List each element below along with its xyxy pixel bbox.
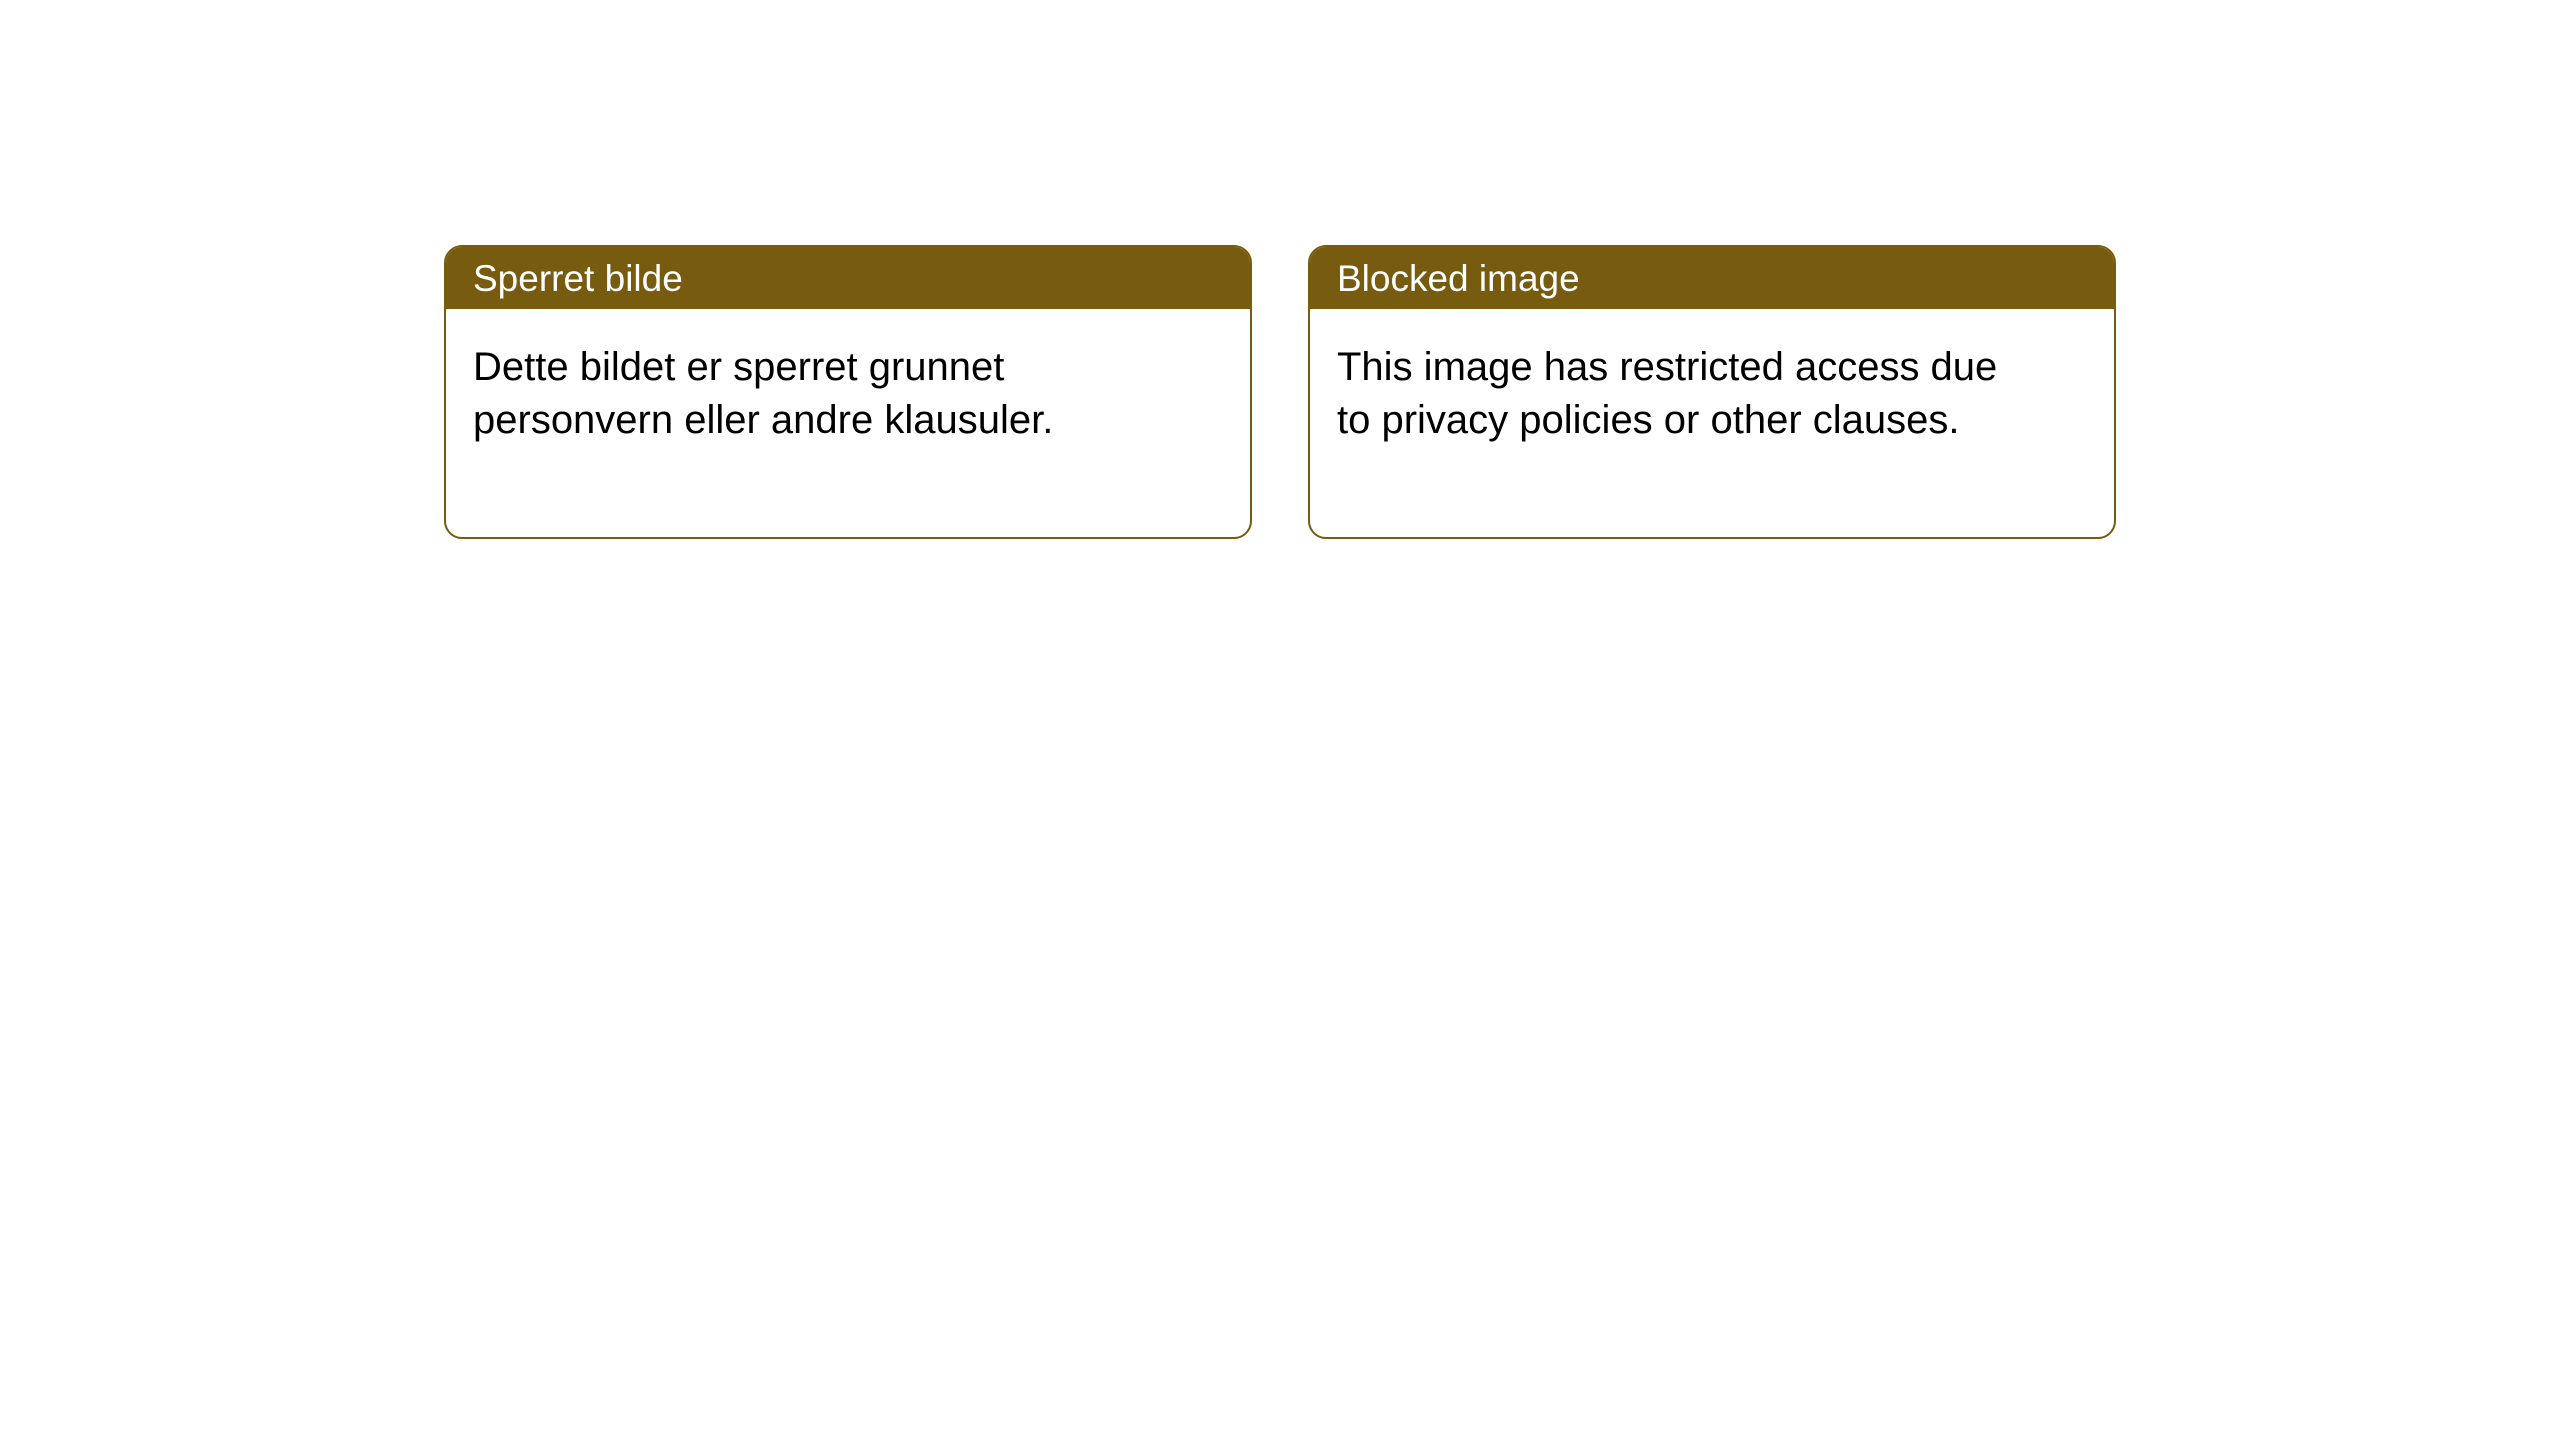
blocked-card-en-header: Blocked image xyxy=(1310,247,2114,309)
blocked-card-no-header: Sperret bilde xyxy=(446,247,1250,309)
blocked-card-en-body: This image has restricted access due to … xyxy=(1310,309,2054,537)
blocked-card-en: Blocked image This image has restricted … xyxy=(1308,245,2116,539)
blocked-card-no: Sperret bilde Dette bildet er sperret gr… xyxy=(444,245,1252,539)
blocked-image-notice: Sperret bilde Dette bildet er sperret gr… xyxy=(0,0,2560,539)
blocked-card-no-body: Dette bildet er sperret grunnet personve… xyxy=(446,309,1190,537)
